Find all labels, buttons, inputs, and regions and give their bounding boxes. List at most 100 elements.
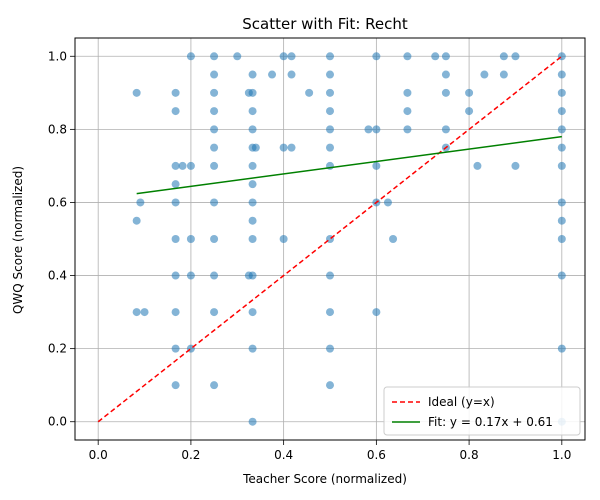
x-tick-label: 1.0	[552, 448, 571, 462]
legend-ideal-label: Ideal (y=x)	[428, 395, 495, 409]
scatter-point	[210, 308, 219, 317]
scatter-point	[248, 417, 257, 426]
scatter-point	[557, 198, 566, 207]
axis-ticks: 0.0 0.2 0.4 0.6 0.8 1.0 0.0 0.2 0.4 0.6 0.8 1.0	[48, 49, 571, 462]
scatter-point	[473, 161, 482, 170]
y-tick-label: 0.0	[48, 415, 67, 429]
y-tick-label: 1.0	[48, 49, 67, 63]
scatter-point	[210, 143, 219, 152]
scatter-point	[248, 161, 257, 170]
scatter-point	[326, 344, 334, 353]
scatter-point	[186, 235, 195, 243]
scatter-point	[279, 143, 288, 152]
scatter-point	[279, 52, 288, 61]
scatter-point	[268, 70, 277, 79]
scatter-point	[326, 107, 334, 116]
scatter-point	[557, 143, 566, 152]
scatter-point	[372, 52, 381, 61]
scatter-point	[305, 88, 314, 97]
scatter-point	[557, 344, 566, 353]
scatter-point	[171, 344, 180, 353]
scatter-point	[248, 70, 257, 79]
x-tick-label: 0.8	[460, 448, 479, 462]
scatter-point	[248, 235, 257, 243]
scatter-point	[557, 216, 566, 225]
scatter-point	[431, 52, 440, 61]
scatter-point	[403, 107, 412, 116]
scatter-point	[136, 198, 145, 207]
scatter-point	[326, 381, 334, 390]
scatter-point	[132, 88, 141, 97]
scatter-point	[557, 125, 566, 134]
x-tick-label: 0.0	[89, 448, 108, 462]
scatter-point	[383, 198, 392, 207]
scatter-point	[499, 52, 508, 61]
x-tick-label: 0.2	[181, 448, 200, 462]
scatter-point	[557, 271, 566, 280]
scatter-point	[171, 235, 180, 243]
scatter-point	[171, 107, 180, 116]
scatter-point	[511, 52, 520, 61]
scatter-point	[557, 107, 566, 116]
scatter-point	[210, 198, 219, 207]
scatter-point	[403, 88, 412, 97]
scatter-point	[499, 70, 508, 79]
scatter-point	[186, 271, 195, 280]
scatter-point	[210, 107, 219, 116]
scatter-point	[171, 198, 180, 207]
scatter-point	[210, 52, 219, 61]
scatter-point	[248, 216, 257, 225]
scatter-point	[326, 308, 334, 317]
scatter-point	[287, 70, 296, 79]
scatter-point	[251, 143, 260, 152]
scatter-point	[441, 125, 450, 134]
scatter-point	[210, 271, 219, 280]
scatter-point	[441, 52, 450, 61]
scatter-point	[210, 235, 219, 243]
scatter-point	[186, 161, 195, 170]
scatter-point	[557, 161, 566, 170]
scatter-point	[441, 70, 450, 79]
scatter-point	[248, 125, 257, 134]
x-tick-label: 0.6	[367, 448, 386, 462]
scatter-point	[557, 70, 566, 79]
scatter-point	[441, 88, 450, 97]
scatter-point	[326, 271, 334, 280]
fit-line	[136, 135, 562, 195]
scatter-point	[287, 143, 296, 152]
scatter-point	[210, 381, 219, 390]
scatter-point	[140, 308, 149, 317]
scatter-point	[171, 180, 180, 189]
x-axis-label: Teacher Score (normalized)	[242, 472, 407, 486]
y-tick-label: 0.2	[48, 342, 67, 356]
scatter-point	[364, 125, 373, 134]
scatter-point	[210, 125, 219, 134]
scatter-point	[171, 308, 180, 317]
y-tick-label: 0.8	[48, 122, 67, 136]
scatter-point	[178, 161, 187, 170]
scatter-point	[279, 235, 288, 243]
scatter-point	[326, 125, 334, 134]
scatter-point	[326, 143, 334, 152]
plot-marks	[97, 52, 566, 426]
scatter-point	[132, 216, 141, 225]
scatter-point	[244, 88, 253, 97]
chart-title: Scatter with Fit: Recht	[242, 15, 408, 33]
scatter-point	[372, 308, 381, 317]
scatter-point	[210, 70, 219, 79]
plot-frame	[74, 37, 586, 441]
scatter-point	[372, 125, 381, 134]
scatter-point	[171, 88, 180, 97]
scatter-point	[210, 161, 219, 170]
scatter-point	[389, 235, 398, 243]
y-tick-label: 0.6	[48, 195, 67, 209]
y-tick-label: 0.4	[48, 269, 67, 283]
scatter-point	[511, 161, 520, 170]
legend-box	[383, 386, 581, 436]
legend-fit-label: Fit: y = 0.17x + 0.61	[428, 415, 553, 429]
scatter-point	[248, 180, 257, 189]
scatter-point	[557, 235, 566, 243]
legend: Ideal (y=x) Fit: y = 0.17x + 0.61	[383, 386, 581, 436]
scatter-point	[233, 52, 242, 61]
